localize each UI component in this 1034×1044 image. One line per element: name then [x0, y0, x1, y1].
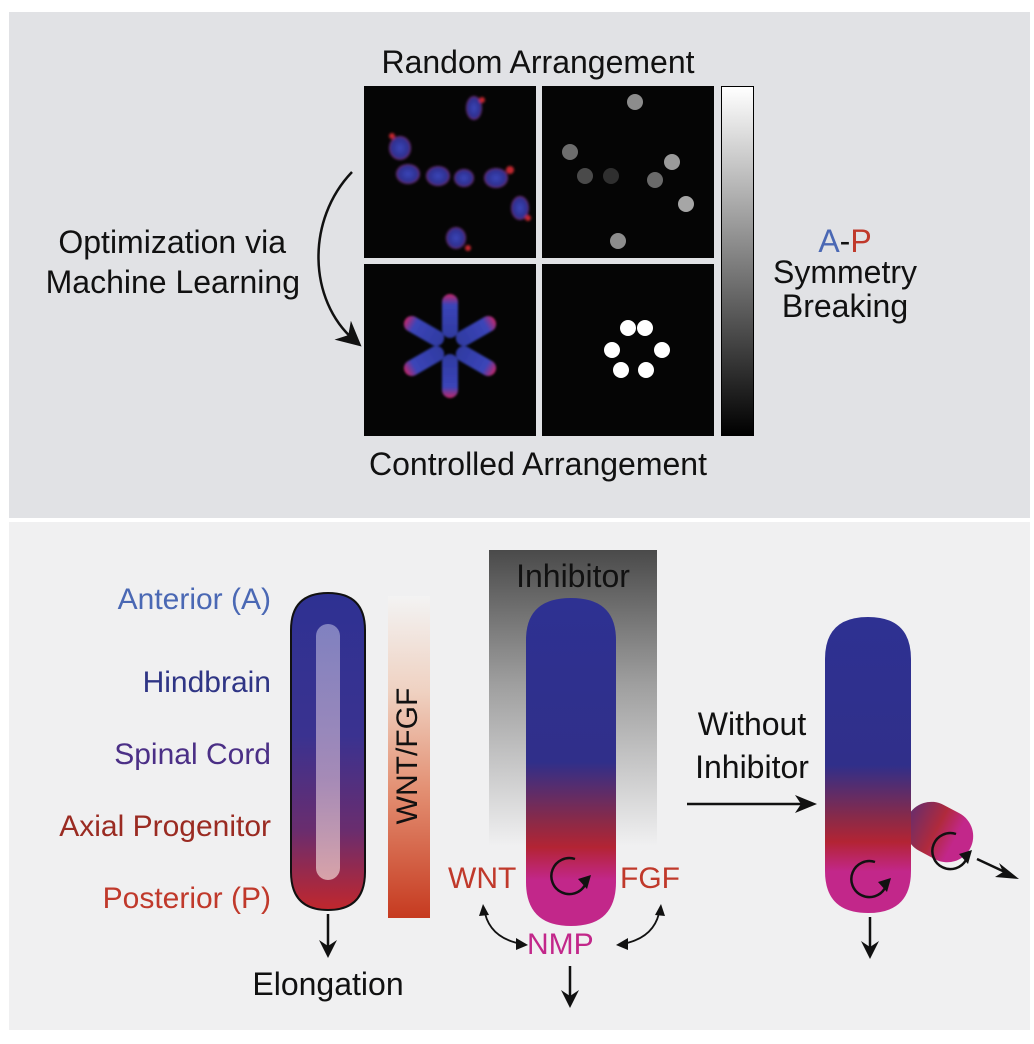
- optimization-label-line1: Optimization via: [58, 224, 286, 260]
- hindbrain-label: Hindbrain: [142, 666, 271, 699]
- wnt-nmp-arrow: [479, 904, 528, 950]
- without-label-line1: Without: [697, 706, 807, 742]
- tile-random-mask: [542, 86, 714, 258]
- posterior-label: Posterior (P): [102, 882, 271, 915]
- without-inhibitor-arrow: [687, 795, 817, 813]
- optimization-curved-arrow: [317, 171, 362, 347]
- wnt-fgf-label: WNT/FGF: [391, 687, 424, 825]
- right-branch-diagonal-arrow: [976, 857, 1019, 879]
- optimization-label-line2: Machine Learning: [45, 264, 300, 300]
- nmp-label: NMP: [527, 928, 594, 961]
- controlled-arrangement-title: Controlled Arrangement: [369, 446, 707, 482]
- ap-dash: -: [839, 223, 851, 259]
- tile-controlled-mask: [542, 264, 714, 436]
- breaking-label: Breaking: [781, 288, 909, 324]
- branched-organoid: [825, 617, 974, 913]
- random-mask-image: [562, 94, 694, 249]
- nmp-down-arrow: [561, 966, 579, 1008]
- axial-progenitor-label: Axial Progenitor: [59, 810, 271, 843]
- right-branch-circular-arrow: [931, 831, 972, 871]
- ap-p-letter: P: [850, 223, 872, 259]
- fgf-nmp-arrow: [616, 904, 665, 950]
- controlled-mask-image: [604, 320, 670, 378]
- elongation-arrow: [319, 914, 337, 958]
- ap-a-letter: A: [818, 223, 840, 259]
- anterior-label: Anterior (A): [117, 583, 271, 616]
- elongation-label: Elongation: [252, 966, 404, 1002]
- spinal-cord-label: Spinal Cord: [114, 738, 271, 771]
- nmp-organoid: [526, 598, 616, 926]
- wnt-label: WNT: [448, 862, 517, 895]
- symmetry-label: Symmetry: [773, 254, 917, 290]
- elongating-organoid: [290, 591, 366, 912]
- ap-symmetry-label: A-P: [760, 225, 930, 257]
- middle-circular-arrow: [550, 856, 591, 896]
- tile-random-organoids: [364, 86, 536, 258]
- grayscale-symmetry-bar: [721, 86, 754, 436]
- wnt-fgf-gradient-bar: [388, 596, 430, 918]
- tile-controlled-organoids: [364, 264, 536, 436]
- random-arrangement-title: Random Arrangement: [381, 44, 695, 80]
- random-organoids-image: [389, 96, 531, 251]
- controlled-organoids-image: [403, 294, 497, 398]
- without-label-line2: Inhibitor: [695, 749, 809, 785]
- right-main-down-arrow: [861, 917, 879, 959]
- fgf-label: FGF: [620, 862, 680, 895]
- inhibitor-label: Inhibitor: [516, 558, 630, 594]
- right-main-circular-arrow: [850, 859, 891, 899]
